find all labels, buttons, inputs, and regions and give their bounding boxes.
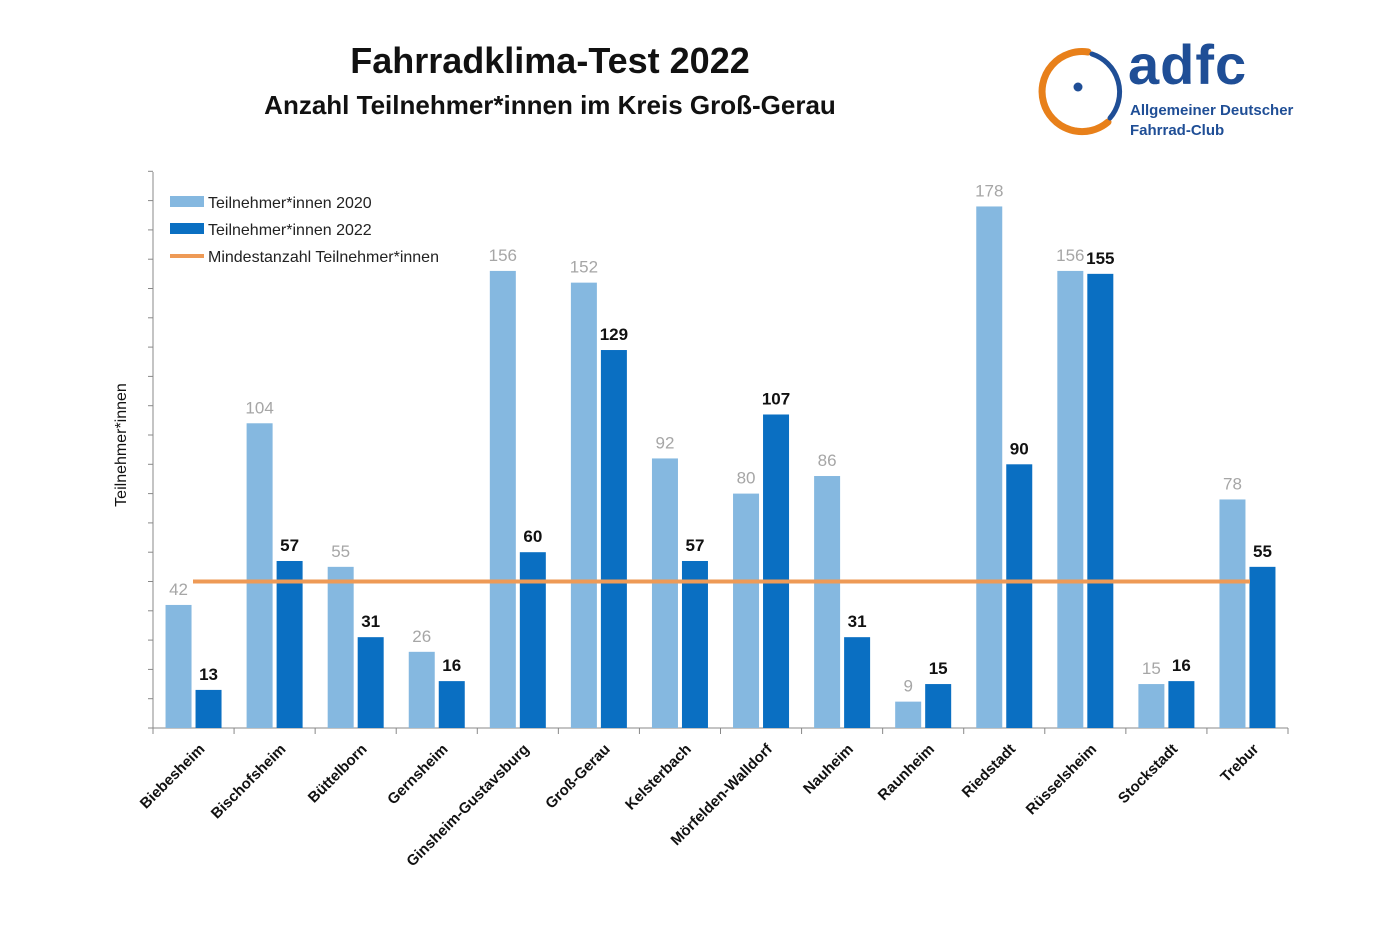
- bar-2020: [246, 423, 273, 728]
- bar-2020: [165, 604, 192, 728]
- bar-2022: [1249, 566, 1276, 728]
- bar-2020: [976, 206, 1003, 728]
- data-label-2020: 156: [1056, 246, 1084, 265]
- bar-2022: [763, 414, 790, 728]
- data-label-2020: 26: [412, 627, 431, 646]
- data-label-2020: 9: [903, 677, 912, 696]
- bar-2020: [1057, 270, 1084, 728]
- bar-2022: [600, 350, 627, 728]
- x-tick-label: Rüsselsheim: [1023, 741, 1100, 818]
- bar-2022: [357, 637, 384, 728]
- bar-2022: [1087, 273, 1114, 728]
- bar-2020: [814, 476, 841, 728]
- data-label-2020: 86: [818, 451, 837, 470]
- adfc-logo: adfc Allgemeiner Deutscher Fahrrad-Club: [1030, 33, 1330, 150]
- x-tick-label: Kelsterbach: [622, 741, 695, 814]
- data-label-2022: 90: [1010, 439, 1029, 458]
- data-label-2020: 156: [489, 246, 517, 265]
- x-tick-label: Büttelborn: [305, 741, 371, 807]
- legend-item-2020-swatch: [170, 196, 204, 207]
- x-tick-label: Gernsheim: [384, 741, 451, 808]
- data-label-2020: 178: [975, 181, 1003, 200]
- bar-2022: [681, 560, 708, 728]
- legend-item-minimum-label: Mindestanzahl Teilnehmer*innen: [208, 249, 439, 266]
- data-label-2020: 15: [1142, 659, 1161, 678]
- legend-item-2022-label: Teilnehmer*innen 2022: [208, 222, 372, 239]
- chart-title: Fahrradklima-Test 2022: [350, 40, 750, 81]
- bar-2020: [895, 701, 922, 728]
- data-label-2022: 107: [762, 389, 790, 408]
- bar-2020: [733, 493, 760, 728]
- data-label-2022: 31: [361, 612, 380, 631]
- chart-bars: [165, 206, 1276, 728]
- x-tick-label: Stockstadt: [1115, 741, 1181, 807]
- data-label-2022: 15: [929, 659, 948, 678]
- bar-2020: [489, 270, 516, 728]
- bar-2022: [925, 684, 952, 728]
- bar-2022: [438, 681, 465, 728]
- chart-legend: Teilnehmer*innen 2020 Teilnehmer*innen 20…: [170, 195, 439, 266]
- data-label-2020: 92: [656, 433, 675, 452]
- logo-wordmark: adfc: [1128, 33, 1248, 96]
- data-label-2022: 155: [1086, 249, 1114, 268]
- bar-2020: [651, 458, 678, 728]
- x-tick-label: Trebur: [1217, 741, 1262, 786]
- chart-subtitle: Anzahl Teilnehmer*innen im Kreis Groß-Ge…: [264, 90, 836, 120]
- data-label-2020: 78: [1223, 474, 1242, 493]
- bar-2022: [276, 560, 303, 728]
- data-label-2020: 104: [245, 398, 273, 417]
- logo-tagline-line1: Allgemeiner Deutscher: [1130, 102, 1294, 119]
- data-label-2022: 129: [600, 325, 628, 344]
- bar-2022: [195, 689, 222, 728]
- data-label-2020: 152: [570, 258, 598, 277]
- bar-2022: [1168, 681, 1195, 728]
- x-tick-label: Biebesheim: [137, 741, 209, 813]
- adfc-logo-mark-icon: [1038, 48, 1123, 135]
- data-label-2022: 31: [848, 612, 867, 631]
- x-tick-label: Groß-Gerau: [542, 741, 614, 813]
- x-tick-label: Bischofsheim: [208, 741, 290, 823]
- data-label-2022: 16: [442, 656, 461, 675]
- data-label-2022: 60: [523, 527, 542, 546]
- bar-2020: [1219, 499, 1246, 728]
- bar-2022: [844, 637, 871, 728]
- data-label-2022: 16: [1172, 656, 1191, 675]
- data-label-2020: 42: [169, 580, 188, 599]
- data-label-2022: 57: [686, 536, 705, 555]
- x-tick-label: Riedstadt: [959, 741, 1019, 801]
- bar-2020: [408, 651, 435, 728]
- legend-item-2022-swatch: [170, 223, 204, 234]
- bar-2022: [1006, 464, 1033, 728]
- data-label-2022: 13: [199, 665, 218, 684]
- y-axis-label: Teilnehmer*innen: [113, 383, 130, 507]
- bar-2022: [519, 552, 546, 728]
- data-label-2022: 57: [280, 536, 299, 555]
- logo-tagline-line2: Fahrrad-Club: [1130, 122, 1225, 139]
- bar-2020: [570, 282, 597, 728]
- bar-2020: [1138, 684, 1165, 728]
- x-tick-label: Raunheim: [875, 741, 938, 804]
- data-label-2020: 80: [737, 469, 756, 488]
- data-label-2020: 55: [331, 542, 350, 561]
- x-tick-label: Nauheim: [800, 741, 857, 798]
- legend-item-2020-label: Teilnehmer*innen 2020: [208, 195, 372, 212]
- bar-2020: [327, 566, 354, 728]
- data-label-2022: 55: [1253, 542, 1272, 561]
